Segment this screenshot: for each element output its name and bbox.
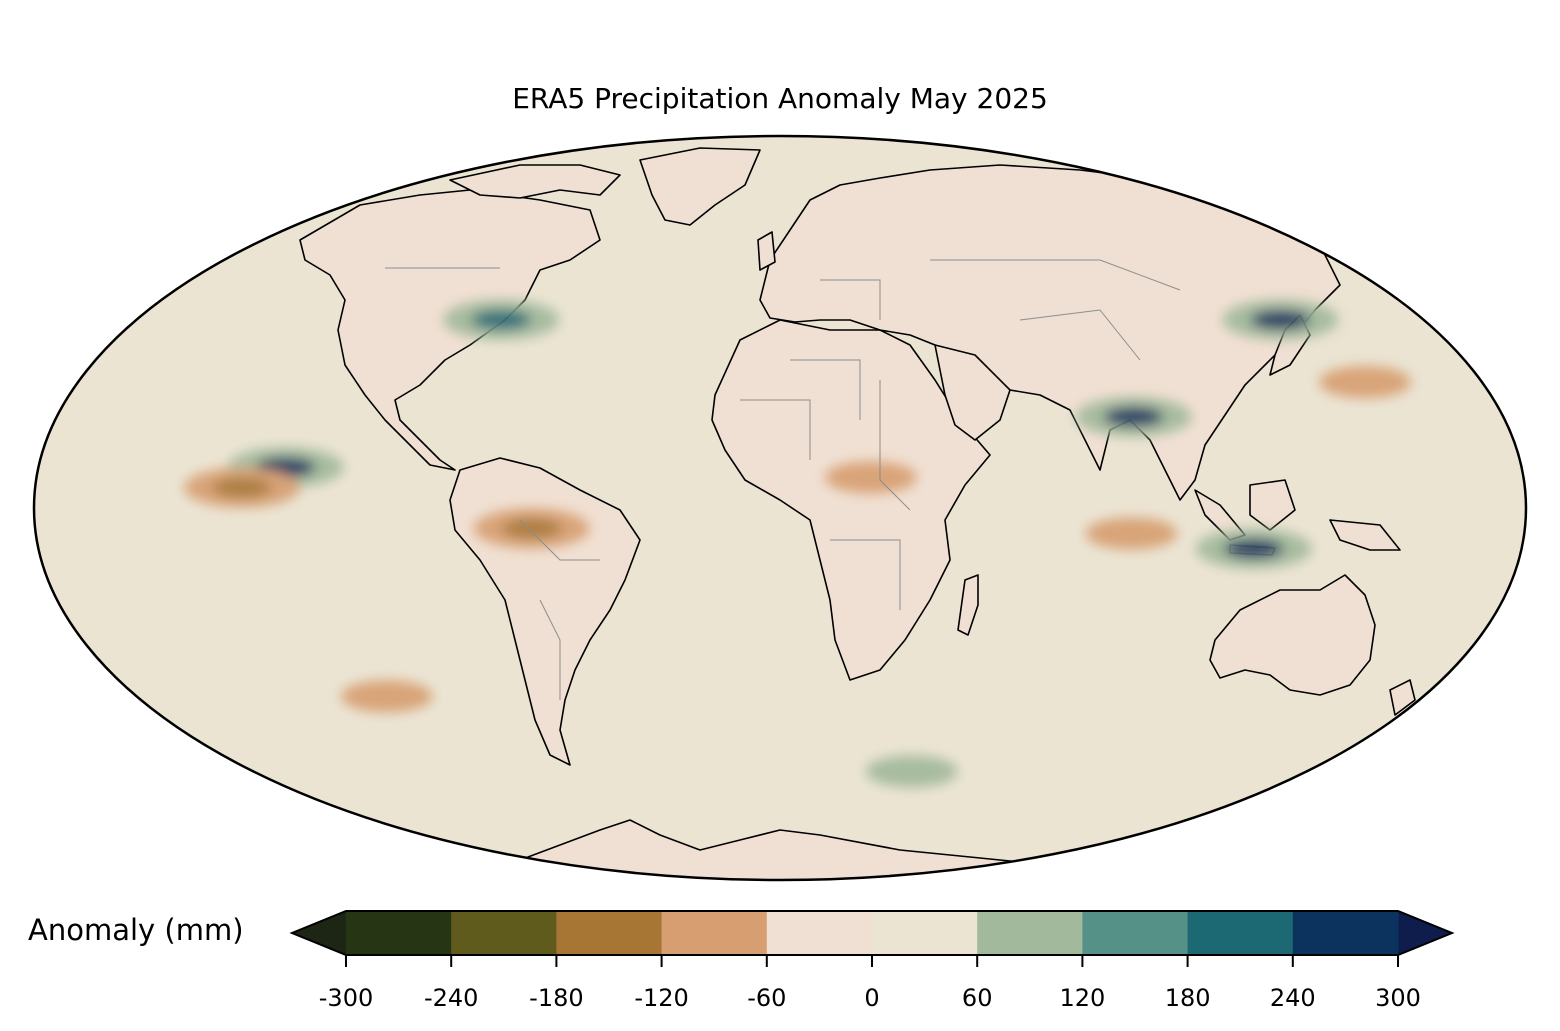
arabia — [934, 344, 1011, 441]
colorbar-segment — [661, 911, 768, 955]
australia — [1209, 574, 1376, 696]
colorbar-segment — [1292, 911, 1399, 955]
colorbar-tick-label: 60 — [962, 984, 993, 1012]
colorbar-extend-under — [292, 911, 346, 955]
anomaly-region-south-indian-wet — [865, 755, 958, 788]
colorbar-segment — [872, 911, 978, 955]
anomaly-core-bay-of-bengal-wet — [1103, 406, 1164, 427]
eurasia — [759, 164, 1341, 501]
arctic-islands — [449, 164, 621, 199]
anomaly-region-indian-ocean-dry — [1085, 517, 1178, 550]
anomaly-region-south-pacific-dry — [340, 680, 433, 713]
anomaly-region-nw-pacific-dry — [1318, 366, 1411, 399]
colorbar-label: Anomaly (mm) — [28, 913, 244, 947]
colorbar-tick-label: -60 — [747, 984, 786, 1012]
colorbar-segment — [556, 911, 663, 955]
colorbar-extend-over — [1398, 911, 1452, 955]
globe-outline — [32, 134, 1528, 882]
anomaly-core-maritime-continent-wet — [1223, 538, 1284, 559]
colorbar-tick-label: 240 — [1270, 984, 1316, 1012]
colorbar-tick-label: -120 — [634, 984, 688, 1012]
new-zealand — [1389, 679, 1416, 716]
british-isles — [757, 231, 776, 271]
colorbar-segment — [1082, 911, 1189, 955]
colorbar-segment — [977, 911, 1083, 955]
antarctica — [499, 819, 1101, 880]
colorbar-segment — [451, 911, 557, 955]
anomaly-core-east-us-wet — [471, 309, 532, 330]
colorbar-tick-label: 0 — [864, 984, 879, 1012]
colorbar-tick-label: 180 — [1165, 984, 1211, 1012]
anomaly-core-amazon-dry — [501, 518, 562, 539]
map-title: ERA5 Precipitation Anomaly May 2025 — [512, 82, 1048, 115]
anomaly-overlay — [184, 299, 1411, 788]
colorbar-tick-label: -300 — [319, 984, 373, 1012]
north-america — [299, 189, 601, 471]
colorbar-tick-label: -240 — [424, 984, 478, 1012]
new-guinea — [1329, 519, 1401, 551]
colorbar-segment — [1187, 911, 1294, 955]
colorbar-tick-label: -180 — [529, 984, 583, 1012]
colorbar-tick-label: 300 — [1375, 984, 1421, 1012]
madagascar — [957, 574, 979, 636]
colorbar: -300 -240 -180 -120 -60 0 60 120 180 240 300 — [289, 910, 1455, 1012]
colorbar-segment — [346, 911, 452, 955]
anomaly-core-japan-wet — [1250, 309, 1311, 330]
anomaly-region-central-africa-dry — [824, 461, 917, 494]
political-borders — [385, 259, 1181, 700]
anomaly-core-itcz-dry-pacific — [212, 477, 273, 498]
colorbar-segment — [766, 911, 873, 955]
borneo — [1249, 479, 1296, 531]
colorbar-tick-label: 120 — [1059, 984, 1105, 1012]
greenland — [639, 147, 761, 226]
